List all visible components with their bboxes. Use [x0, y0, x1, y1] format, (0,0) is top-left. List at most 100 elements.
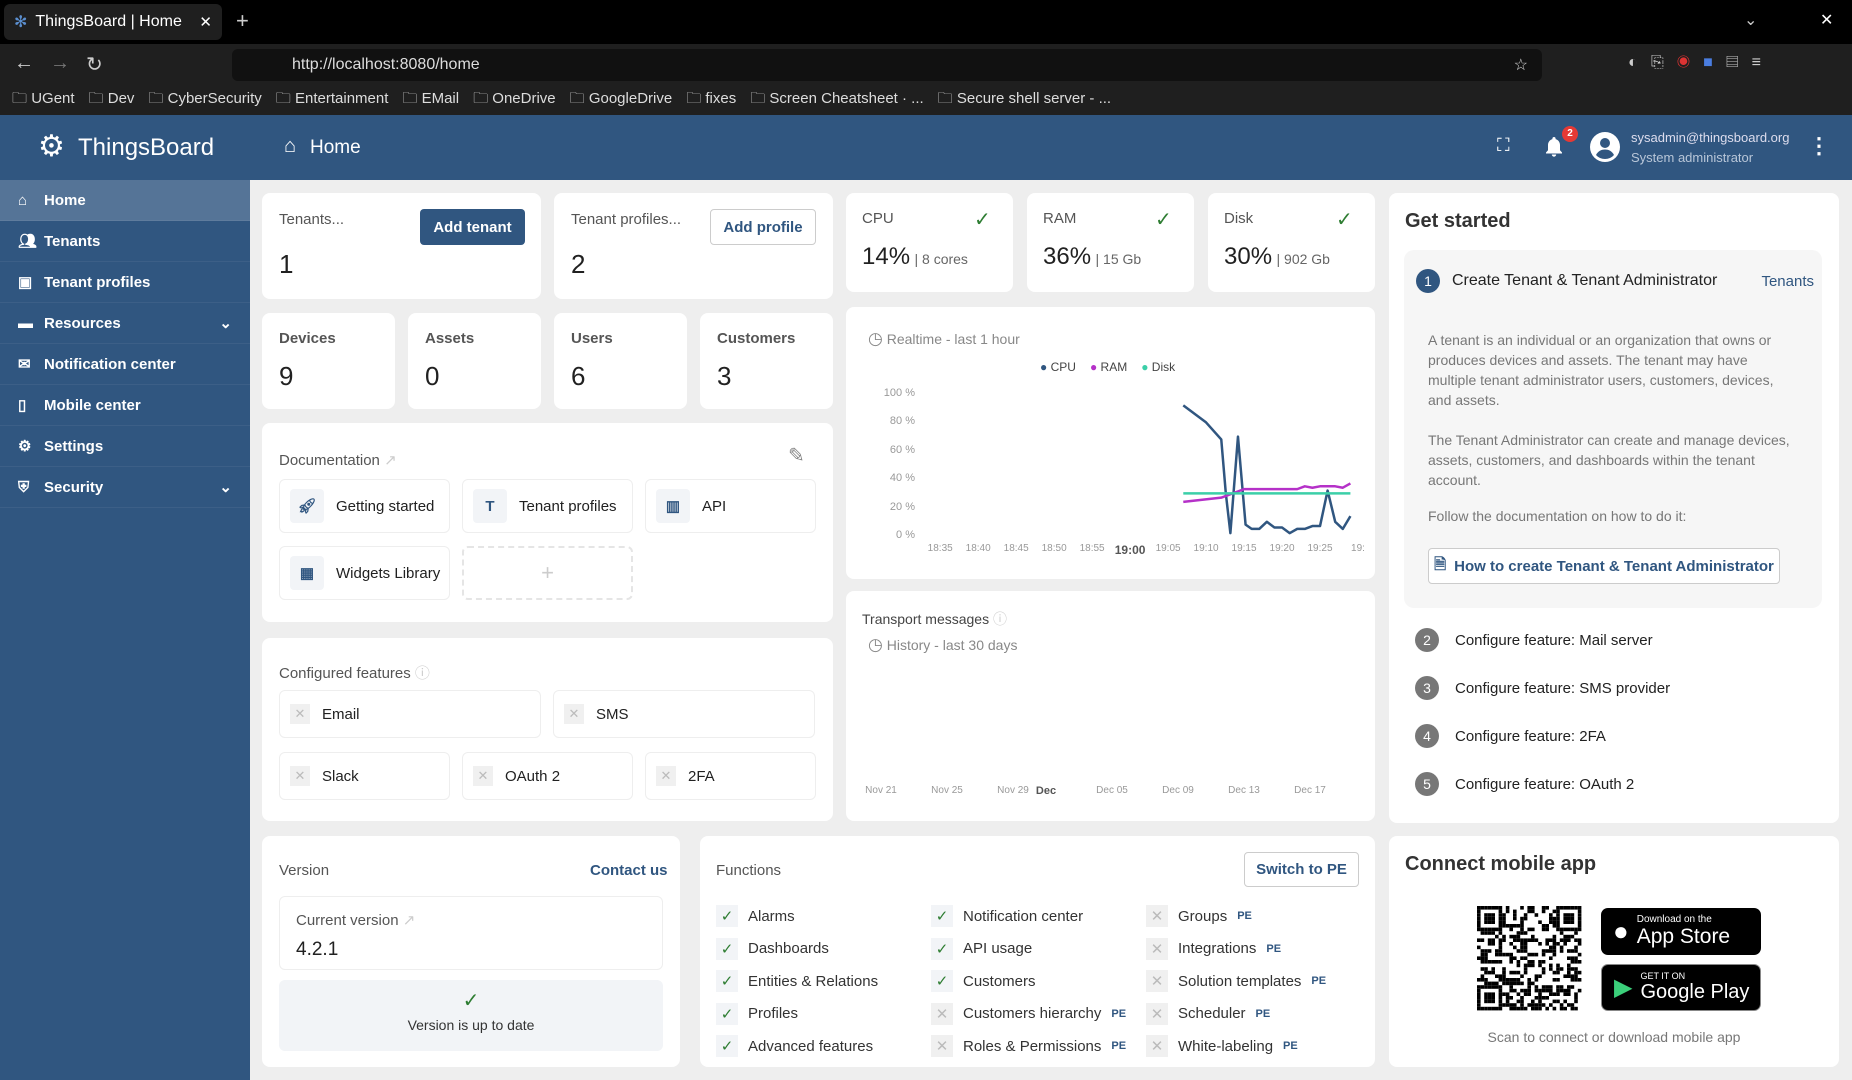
add-link-button[interactable]: +	[462, 546, 633, 600]
bookmark-item[interactable]: 🗀︎ UGent	[12, 88, 75, 113]
function-item: ✓ API usage	[931, 937, 1033, 960]
sidebar-item-resources[interactable]: ▬ Resources ⌄	[0, 303, 250, 344]
chevron-down-icon[interactable]: ⌄	[219, 315, 232, 332]
doc-link-api[interactable]: ▥ API	[645, 479, 816, 533]
sidebar-item-home[interactable]: ⌂ Home	[0, 180, 250, 221]
feature-sms[interactable]: ✕ SMS	[553, 690, 815, 738]
x-tick-label: 18:45	[1003, 543, 1029, 554]
step-3[interactable]: 3 Configure feature: SMS provider	[1415, 676, 1670, 700]
count-card-assets[interactable]: Assets 0	[408, 313, 541, 409]
sidebar-item-mobile-center[interactable]: ▯ Mobile center	[0, 385, 250, 426]
function-label: Customers hierarchy	[963, 1005, 1102, 1022]
browser-tab[interactable]: ✻ ThingsBoard | Home ✕	[4, 4, 222, 40]
legend-item[interactable]: ● CPU	[1040, 360, 1076, 374]
close-icon: ✕	[1146, 1035, 1168, 1057]
legend-item[interactable]: ● RAM	[1090, 360, 1127, 374]
bookmark-item[interactable]: 🗀︎ fixes	[686, 88, 736, 113]
close-tab-icon[interactable]: ✕	[199, 14, 212, 31]
bell-icon[interactable]	[1544, 136, 1564, 158]
google-play-button[interactable]: ▶ GET IT ON Google Play	[1601, 964, 1761, 1011]
step-4[interactable]: 4 Configure feature: 2FA	[1415, 724, 1606, 748]
app-store-button[interactable]: ● Download on the App Store	[1601, 908, 1761, 955]
bookmark-item[interactable]: 🗀︎ EMail	[402, 88, 459, 113]
back-icon[interactable]: ←	[14, 52, 34, 74]
sidebar-item-security[interactable]: ⛨ Security ⌄	[0, 467, 250, 508]
current-version-value: 4.2.1	[296, 939, 339, 960]
forward-icon[interactable]: →	[50, 52, 70, 74]
function-label: API usage	[963, 940, 1033, 957]
sidebar-item-tenant-profiles[interactable]: ▣ Tenant profiles	[0, 262, 250, 303]
extension-icon[interactable]: ◐ ⎘ ◉ ■ ▤ ≡	[1628, 54, 1761, 71]
more-vert-icon[interactable]: ⋮	[1808, 133, 1830, 158]
sidebar-item-label: Security	[44, 478, 104, 496]
x-tick-label: 18:35	[927, 543, 953, 554]
sidebar-item-tenants[interactable]: 👥︎ Tenants	[0, 221, 250, 262]
open-link-icon[interactable]: ↗	[384, 452, 397, 469]
features-title: Configured features	[279, 665, 411, 682]
doc-link-widgets-library[interactable]: ▦ Widgets Library	[279, 546, 450, 600]
function-item: ✕ Customers hierarchy PE	[931, 1002, 1126, 1025]
doc-link-getting-started[interactable]: 🚀︎ Getting started	[279, 479, 450, 533]
feature-2fa[interactable]: ✕ 2FA	[645, 752, 816, 800]
sidebar-item-settings[interactable]: ⚙ Settings	[0, 426, 250, 467]
avatar[interactable]	[1590, 132, 1620, 162]
step-1-panel: 1 Create Tenant & Tenant Administrator T…	[1404, 250, 1822, 608]
fullscreen-icon[interactable]: ⛶	[1497, 135, 1510, 155]
url-input[interactable]: http://localhost:8080/home ☆	[232, 49, 1542, 81]
close-icon: ✕	[1146, 1002, 1168, 1025]
system-label: CPU	[862, 210, 894, 227]
check-icon: ✓	[716, 1035, 738, 1057]
system-detail: | 15 Gb	[1095, 251, 1142, 267]
step-2[interactable]: 2 Configure feature: Mail server	[1415, 628, 1653, 652]
realtime-title: Realtime - last 1 hour	[886, 331, 1020, 347]
edit-icon[interactable]: ✎	[788, 445, 805, 467]
bookmark-item[interactable]: 🗀︎ OneDrive	[473, 88, 556, 113]
count-value: 3	[717, 361, 732, 391]
bookmark-item[interactable]: 🗀︎ Entertainment	[276, 88, 389, 113]
tab-list-icon[interactable]: ⌄	[1744, 12, 1758, 29]
bookmark-star-icon[interactable]: ☆	[1513, 57, 1528, 74]
add-tenant-button[interactable]: Add tenant	[420, 209, 525, 245]
text-icon: T	[473, 489, 507, 523]
play-small: GET IT ON	[1640, 971, 1686, 981]
system-card-disk: Disk ✓ 30% | 902 Gb	[1208, 193, 1375, 292]
how-to-create-tenant-button[interactable]: 🗎 How to create Tenant & Tenant Administr…	[1428, 548, 1780, 584]
function-item: ✕ Solution templates PE	[1146, 970, 1326, 992]
count-card-users[interactable]: Users 6	[554, 313, 687, 409]
step-5[interactable]: 5 Configure feature: OAuth 2	[1415, 772, 1634, 796]
pe-badge: PE	[1111, 1040, 1127, 1052]
count-label: Users	[571, 330, 613, 347]
home-icon: ⌂	[284, 135, 297, 157]
contact-us-link[interactable]: Contact us	[590, 862, 668, 879]
new-tab-button[interactable]: +	[236, 8, 249, 33]
count-card-devices[interactable]: Devices 9	[262, 313, 395, 409]
chevron-down-icon[interactable]: ⌄	[219, 479, 232, 496]
function-item: ✕ Groups PE	[1146, 905, 1252, 927]
function-item: ✕ Scheduler PE	[1146, 1002, 1270, 1025]
system-detail: | 8 cores	[914, 251, 968, 267]
open-link-icon[interactable]: ↗	[402, 912, 416, 929]
legend-item[interactable]: ● Disk	[1141, 360, 1175, 374]
feature-oauth-2[interactable]: ✕ OAuth 2	[462, 752, 633, 800]
bookmark-item[interactable]: 🗀︎ Secure shell server - ...	[938, 88, 1111, 113]
bookmark-item[interactable]: 🗀︎ CyberSecurity	[148, 88, 261, 113]
get-started-title: Get started	[1405, 210, 1511, 232]
bookmark-item[interactable]: 🗀︎ GoogleDrive	[570, 88, 673, 113]
count-card-customers[interactable]: Customers 3	[700, 313, 833, 409]
close-icon: ✕	[1146, 937, 1168, 960]
feature-slack[interactable]: ✕ Slack	[279, 752, 450, 800]
check-icon: ✓	[462, 990, 480, 1012]
switch-to-pe-button[interactable]: Switch to PE	[1244, 852, 1359, 887]
add-profile-button[interactable]: Add profile	[710, 209, 816, 245]
tenants-link[interactable]: Tenants	[1761, 272, 1814, 290]
bookmark-item[interactable]: 🗀︎ Dev	[89, 88, 135, 113]
sidebar-item-notification-center[interactable]: ✉ Notification center	[0, 344, 250, 385]
close-window-icon[interactable]: ✕	[1820, 12, 1834, 29]
bookmark-item[interactable]: 🗀︎ Screen Cheatsheet · ...	[750, 88, 923, 113]
feature-email[interactable]: ✕ Email	[279, 690, 541, 738]
function-item: ✓ Notification center	[931, 905, 1083, 927]
count-value: 6	[571, 361, 586, 391]
doc-link-tenant-profiles[interactable]: T Tenant profiles	[462, 479, 633, 533]
logo-text[interactable]: ThingsBoard	[78, 134, 215, 161]
reload-icon[interactable]: ↻	[86, 54, 103, 76]
